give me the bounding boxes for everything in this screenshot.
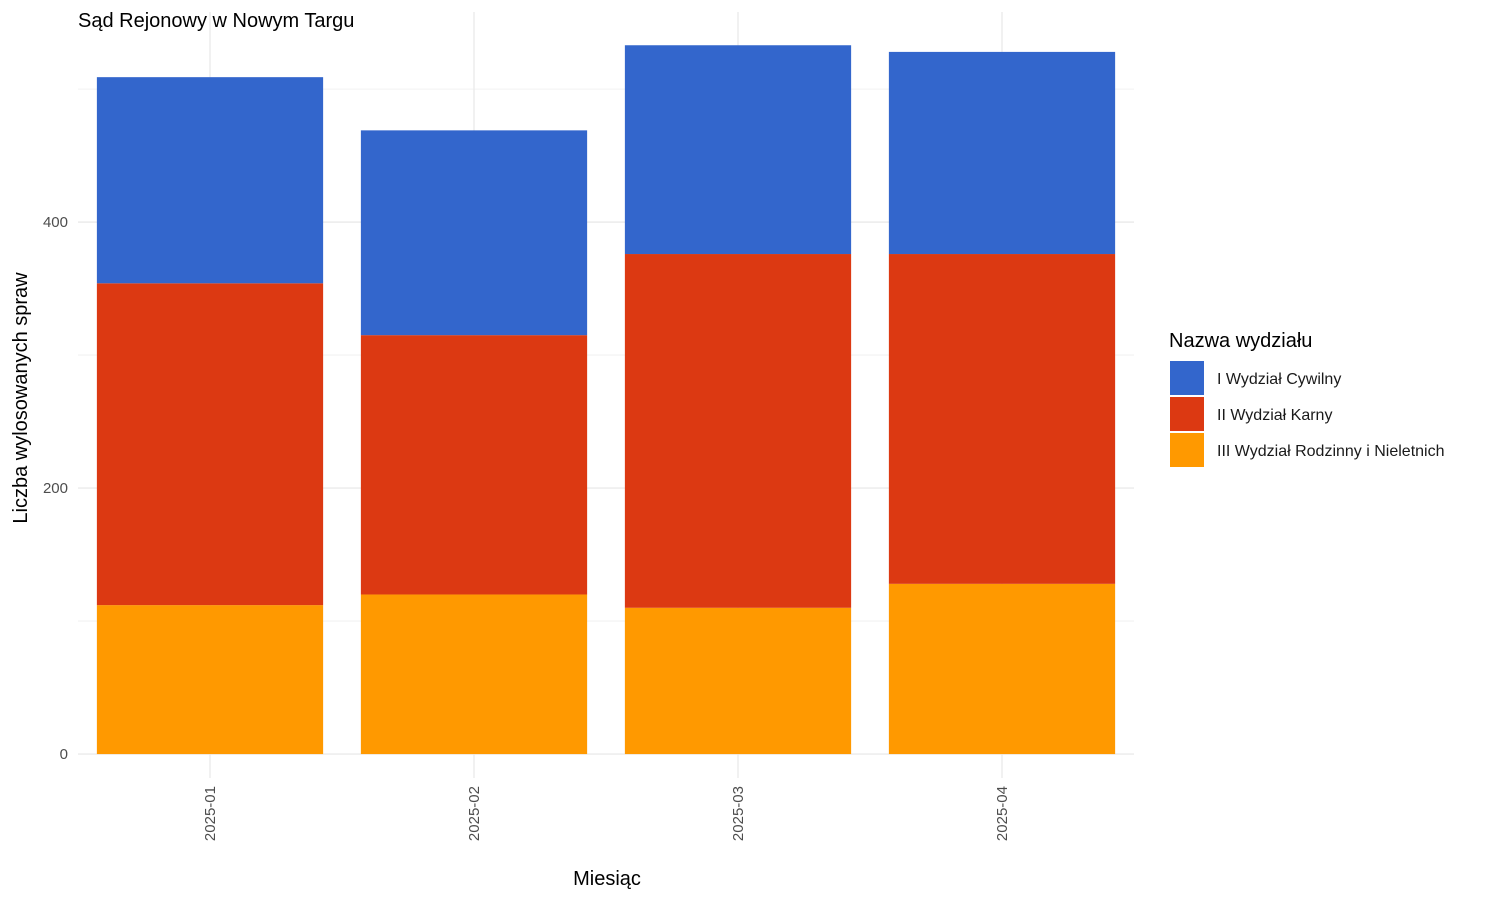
x-axis-ticks: 2025-01 2025-02 2025-03 2025-04 (202, 786, 1011, 841)
bar-segment (360, 335, 588, 595)
bar-segment (888, 51, 1116, 255)
y-tick-label: 200 (43, 480, 68, 497)
legend: Nazwa wydziału I Wydział Cywilny II Wydzi… (1169, 330, 1445, 467)
bar-segment (624, 45, 852, 255)
chart-title: Sąd Rejonowy w Nowym Targu (78, 10, 354, 32)
bar-segment (888, 254, 1116, 584)
x-tick-label: 2025-03 (730, 786, 747, 841)
bar-segment (96, 605, 324, 755)
legend-label: III Wydział Rodzinny i Nieletnich (1217, 443, 1445, 460)
x-tick-label: 2025-01 (202, 786, 219, 841)
legend-title: Nazwa wydziału (1169, 330, 1312, 352)
bar-segment (360, 594, 588, 755)
legend-label: I Wydział Cywilny (1217, 371, 1341, 388)
bar-segment (96, 77, 324, 284)
bar-segment (624, 607, 852, 755)
x-tick-label: 2025-02 (466, 786, 483, 841)
legend-label: II Wydział Karny (1217, 407, 1332, 424)
y-axis-title: Liczba wylosowanych spraw (10, 272, 32, 524)
legend-swatch (1170, 397, 1204, 431)
bar-segment (888, 583, 1116, 755)
bar-segment (624, 254, 852, 608)
x-tick-label: 2025-04 (994, 786, 1011, 841)
y-axis-ticks: 0 200 400 (43, 214, 68, 763)
bar-segment (360, 130, 588, 336)
legend-swatch (1170, 433, 1204, 467)
bar-segment (96, 283, 324, 606)
y-tick-label: 0 (60, 746, 68, 763)
y-tick-label: 400 (43, 214, 68, 231)
legend-swatch (1170, 361, 1204, 395)
x-axis-title: Miesiąc (573, 868, 641, 890)
bars (96, 45, 1116, 755)
